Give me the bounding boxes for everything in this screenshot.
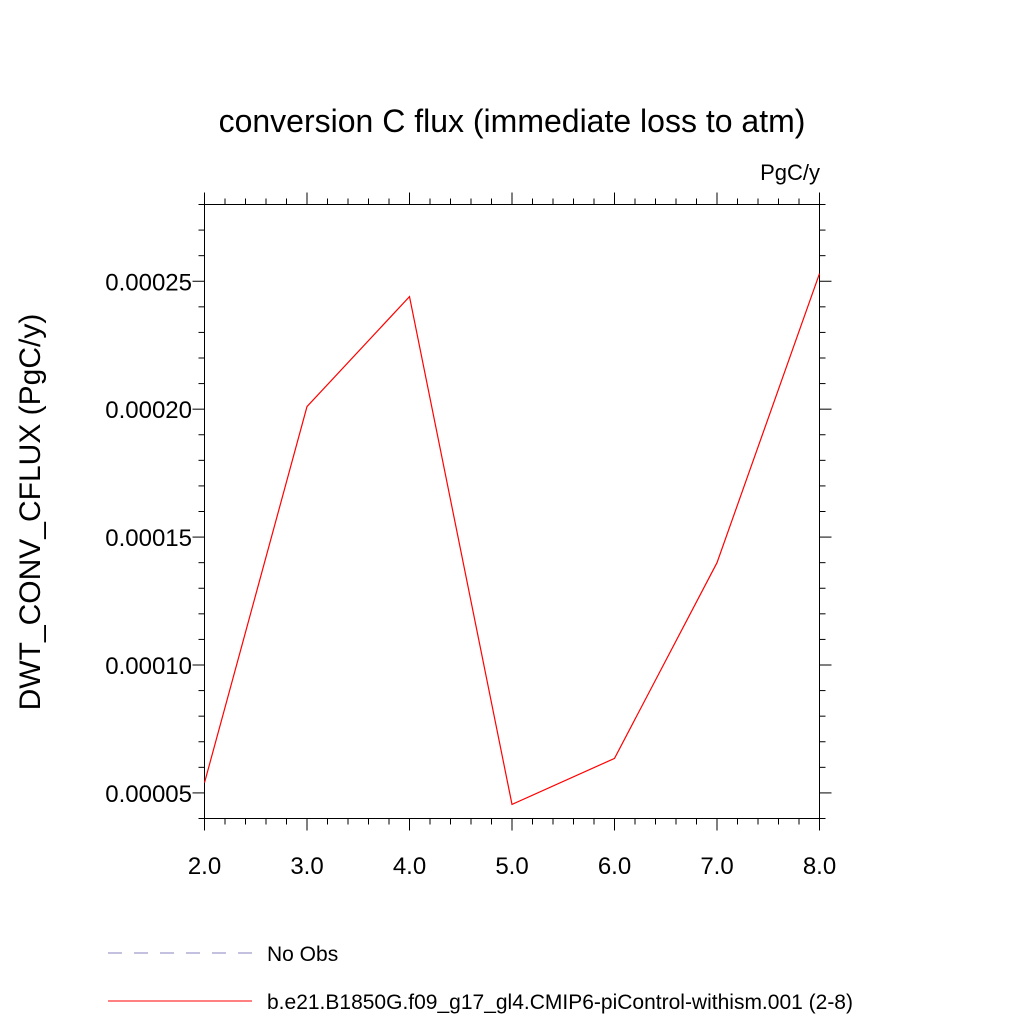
x-tick-label: 8.0: [803, 853, 836, 880]
legend-label: b.e21.B1850G.f09_g17_gl4.CMIP6-piControl…: [267, 991, 853, 1014]
units-label: PgC/y: [760, 160, 820, 185]
plot-frame: [204, 204, 820, 819]
x-tick-label: 5.0: [495, 853, 528, 880]
x-tick-label: 3.0: [290, 853, 323, 880]
y-tick-labels: 0.00005 0.00010 0.00015 0.00020 0.00025: [105, 269, 192, 808]
y-tick-label: 0.00005: [105, 781, 192, 808]
y-axis-label: DWT_CONV_CFLUX (PgC/y): [14, 314, 47, 711]
x-tick-label: 7.0: [700, 853, 733, 880]
x-tick-label: 2.0: [188, 853, 221, 880]
y-tick-label: 0.00010: [105, 653, 192, 680]
legend: No Obs b.e21.B1850G.f09_g17_gl4.CMIP6-piC…: [108, 943, 853, 1014]
series-line: [203, 273, 821, 806]
x-tick-label: 6.0: [598, 853, 631, 880]
minor-ticks: [198, 198, 826, 825]
chart-title: conversion C flux (immediate loss to atm…: [219, 103, 806, 139]
major-ticks: [192, 192, 832, 831]
legend-label: No Obs: [267, 943, 338, 966]
y-tick-label: 0.00020: [105, 397, 192, 424]
series-layer: [203, 273, 821, 806]
y-tick-label: 0.00015: [105, 525, 192, 552]
x-tick-labels: 2.0 3.0 4.0 5.0 6.0 7.0 8.0: [188, 853, 836, 880]
y-tick-label: 0.00025: [105, 269, 192, 296]
x-tick-label: 4.0: [393, 853, 426, 880]
